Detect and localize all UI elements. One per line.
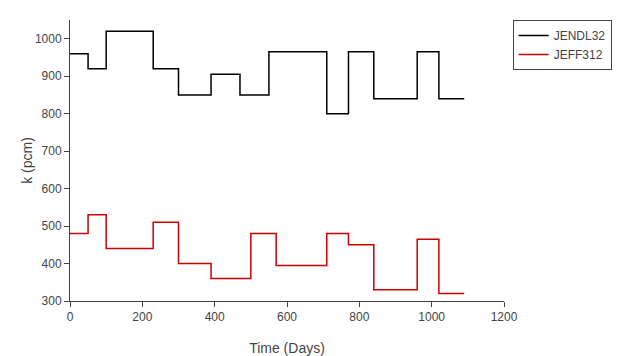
svg-text:0: 0	[67, 310, 74, 324]
svg-text:400: 400	[205, 310, 225, 324]
svg-text:JEFF312: JEFF312	[554, 48, 603, 62]
svg-text:1200: 1200	[491, 310, 518, 324]
svg-text:600: 600	[277, 310, 297, 324]
svg-text:Time (Days): Time (Days)	[249, 340, 325, 356]
svg-text:JENDL32: JENDL32	[554, 29, 606, 43]
svg-text:600: 600	[42, 182, 62, 196]
svg-text:1000: 1000	[35, 32, 62, 46]
svg-text:500: 500	[42, 219, 62, 233]
svg-text:700: 700	[42, 144, 62, 158]
svg-text:800: 800	[349, 310, 369, 324]
svg-text:300: 300	[42, 294, 62, 308]
svg-text:900: 900	[42, 69, 62, 83]
svg-text:200: 200	[132, 310, 152, 324]
svg-text:k (pcm): k (pcm)	[19, 137, 35, 184]
svg-text:1000: 1000	[418, 310, 445, 324]
svg-text:800: 800	[42, 107, 62, 121]
svg-text:400: 400	[42, 257, 62, 271]
